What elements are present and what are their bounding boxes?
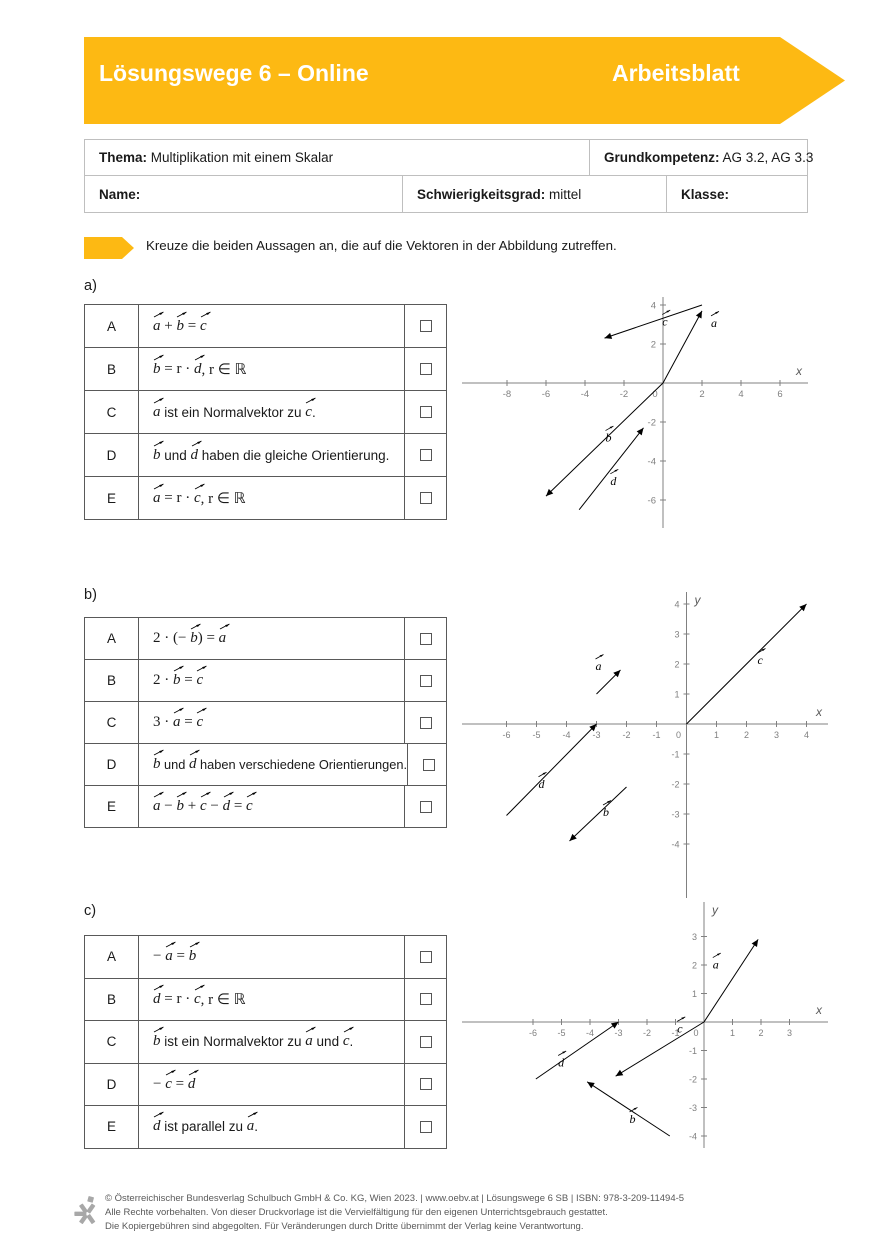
svg-text:c: c [662,315,668,329]
svg-text:4: 4 [738,389,743,400]
svg-text:2: 2 [758,1028,763,1038]
svg-text:-2: -2 [689,1075,697,1085]
svg-text:y: y [711,903,719,917]
svg-text:b: b [603,805,609,819]
svg-text:x: x [815,1003,823,1017]
svg-text:b: b [606,431,612,445]
svg-text:-3: -3 [592,730,600,740]
svg-text:-8: -8 [503,389,511,400]
svg-text:-6: -6 [648,496,656,507]
svg-text:-4: -4 [671,840,679,850]
svg-text:2: 2 [692,961,697,971]
svg-text:-6: -6 [529,1028,537,1038]
svg-text:1: 1 [730,1028,735,1038]
svg-text:0: 0 [693,1028,698,1038]
svg-text:2: 2 [674,660,679,670]
svg-text:6: 6 [777,389,782,400]
svg-text:1: 1 [714,730,719,740]
svg-text:-5: -5 [532,730,540,740]
svg-text:2: 2 [651,340,656,351]
svg-text:4: 4 [651,301,656,312]
svg-text:x: x [795,364,803,378]
svg-text:-2: -2 [643,1028,651,1038]
svg-text:3: 3 [674,630,679,640]
svg-text:d: d [558,1056,565,1070]
svg-text:-1: -1 [652,730,660,740]
svg-text:y: y [694,593,702,607]
svg-text:-3: -3 [614,1028,622,1038]
svg-text:3: 3 [774,730,779,740]
svg-text:-4: -4 [648,457,656,468]
svg-text:1: 1 [674,690,679,700]
svg-text:-3: -3 [671,810,679,820]
svg-text:-4: -4 [581,389,589,400]
svg-text:4: 4 [804,730,809,740]
svg-text:-2: -2 [648,418,656,429]
svg-text:d: d [610,474,617,488]
svg-text:-4: -4 [562,730,570,740]
svg-text:2: 2 [699,389,704,400]
svg-text:-2: -2 [622,730,630,740]
svg-text:-5: -5 [557,1028,565,1038]
svg-text:-2: -2 [671,780,679,790]
svg-text:d: d [539,777,546,791]
svg-text:b: b [629,1112,635,1126]
svg-text:c: c [677,1021,683,1035]
svg-text:-3: -3 [689,1103,697,1113]
svg-text:-1: -1 [671,750,679,760]
svg-text:a: a [711,316,717,330]
svg-text:-1: -1 [689,1046,697,1056]
svg-text:0: 0 [676,730,681,740]
svg-text:-6: -6 [502,730,510,740]
svg-text:-6: -6 [542,389,550,400]
svg-text:c: c [758,653,764,667]
svg-text:-4: -4 [586,1028,594,1038]
svg-text:3: 3 [692,932,697,942]
svg-text:4: 4 [674,600,679,610]
svg-text:-2: -2 [620,389,628,400]
svg-text:3: 3 [787,1028,792,1038]
svg-text:a: a [596,659,602,673]
svg-text:2: 2 [744,730,749,740]
svg-text:1: 1 [692,989,697,999]
svg-text:-4: -4 [689,1132,697,1142]
svg-text:x: x [815,705,823,719]
svg-text:a: a [713,958,719,972]
